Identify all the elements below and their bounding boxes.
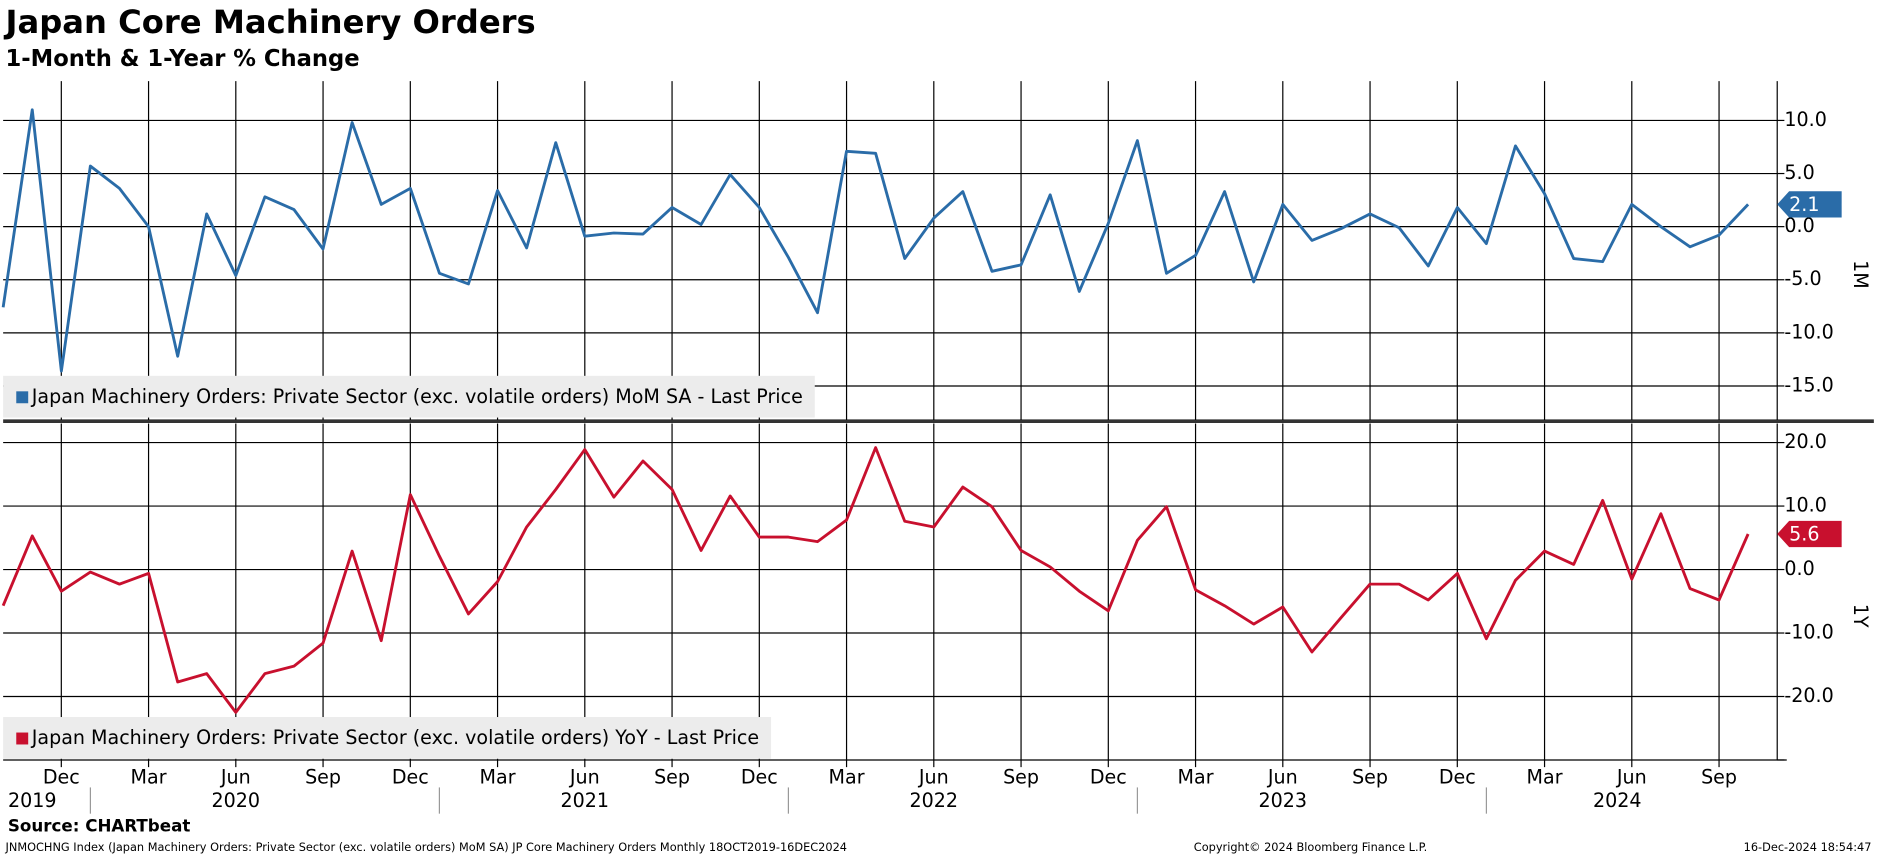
x-tick-label: Mar [829,766,865,788]
series-line [1,108,1750,373]
last-value-tag [1777,191,1842,218]
x-tick-label: Dec [392,766,429,788]
x-year-label: 2022 [910,790,959,812]
timestamp: 16-Dec-2024 18:54:47 [1744,840,1872,854]
x-tick-label: Dec [741,766,778,788]
y-tick-label: 0.0 [1784,215,1814,237]
chart-title: Japan Core Machinery Orders [4,3,536,41]
x-tick-label: Mar [480,766,516,788]
x-tick-label: Mar [1527,766,1563,788]
x-tick-label: Mar [1178,766,1214,788]
x-year-label: 2023 [1259,790,1308,812]
y-tick-label: -10.0 [1784,321,1833,343]
series-line [1,446,1750,714]
last-value-label: 5.6 [1789,524,1819,546]
y-tick-label: -5.0 [1784,268,1821,290]
y-tick-label: 20.0 [1784,431,1826,453]
copyright: Copyright© 2024 Bloomberg Finance L.P. [1194,840,1427,854]
y-axis-label: 1Y [1849,604,1871,628]
y-tick-label: -15.0 [1784,374,1833,396]
x-year-label: 2024 [1593,790,1642,812]
chart-subtitle: 1-Month & 1-Year % Change [6,46,360,72]
x-tick-label: Mar [131,766,167,788]
legend-label: Japan Machinery Orders: Private Sector (… [31,727,759,749]
x-tick-label: Sep [1701,766,1737,788]
x-year-label: 2020 [212,790,261,812]
y-tick-label: 0.0 [1784,558,1814,580]
legend-label: Japan Machinery Orders: Private Sector (… [31,386,803,408]
y-axis-label: 1M [1849,260,1871,289]
x-year-label: 2019 [8,790,57,812]
legend-swatch [16,391,29,404]
legend-box [3,375,815,418]
x-tick-label: Sep [654,766,690,788]
x-tick-label: Sep [1352,766,1388,788]
legend-swatch [16,732,29,745]
source: Source: CHARTbeat [8,815,190,835]
last-value-label: 2.1 [1789,194,1819,216]
y-tick-label: -10.0 [1784,622,1833,644]
x-tick-label: Jun [220,766,251,788]
y-tick-label: -20.0 [1784,685,1833,707]
y-tick-label: 5.0 [1784,162,1814,184]
y-tick-label: 10.0 [1784,109,1826,131]
y-tick-label: 10.0 [1784,495,1826,517]
x-tick-label: Dec [1439,766,1476,788]
x-tick-label: Jun [918,766,949,788]
x-tick-label: Jun [1267,766,1298,788]
last-value-tag [1777,520,1842,548]
x-tick-label: Sep [305,766,341,788]
x-tick-label: Jun [569,766,600,788]
legend-box [3,717,772,759]
x-tick-label: Jun [1616,766,1647,788]
x-tick-label: Sep [1003,766,1039,788]
x-tick-label: Dec [43,766,80,788]
footnote: JNMOCHNG Index (Japan Machinery Orders: … [5,840,847,854]
x-tick-label: Dec [1090,766,1127,788]
x-year-label: 2021 [561,790,610,812]
